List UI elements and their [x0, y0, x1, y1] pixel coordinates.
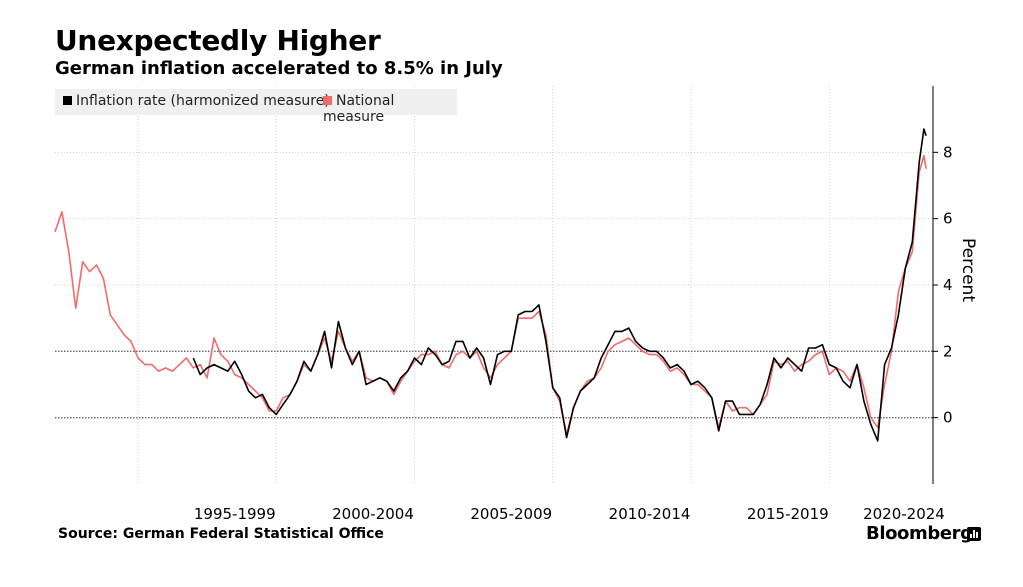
source-note: Source: German Federal Statistical Offic…	[58, 526, 384, 542]
bloomberg-bars-icon	[967, 527, 981, 541]
y-tick-label: 0	[943, 409, 953, 427]
series-line-harmonized	[192, 128, 927, 442]
x-tick-label: 2020-2024	[863, 505, 945, 523]
legend-label-national: National measure	[323, 93, 395, 125]
x-tick-label: 2015-2019	[747, 505, 829, 523]
legend-swatch-harmonized	[63, 96, 72, 105]
reference-lines	[55, 350, 933, 419]
chart-subtitle: German inflation accelerated to 8.5% in …	[55, 58, 503, 79]
y-tick-label: 8	[943, 143, 953, 161]
chart-legend: Inflation rate (harmonized measure) Nati…	[55, 89, 457, 125]
x-tick-label: 2005-2009	[470, 505, 552, 523]
legend-label-harmonized: Inflation rate (harmonized measure)	[76, 93, 330, 109]
y-axis: 0 2 4 6 8	[932, 86, 953, 484]
gridlines	[55, 86, 933, 484]
y-tick-label: 4	[943, 276, 953, 294]
y-tick-label: 2	[943, 342, 953, 360]
series-line-national	[54, 154, 927, 436]
x-tick-label: 1995-1999	[194, 505, 276, 523]
x-axis-labels: 1995-1999 2000-2004 2005-2009 2010-2014 2015…	[194, 505, 945, 523]
x-tick-label: 2000-2004	[332, 505, 414, 523]
y-tick-label: 6	[943, 210, 953, 228]
legend-item-national: National measure	[323, 93, 457, 125]
legend-swatch-national	[323, 96, 332, 105]
chart-title: Unexpectedly Higher	[55, 24, 381, 57]
legend-item-harmonized: Inflation rate (harmonized measure)	[63, 93, 330, 109]
bloomberg-logo: Bloomberg	[866, 523, 973, 544]
series-layer	[54, 128, 927, 442]
y-axis-title: Percent	[958, 238, 978, 302]
x-tick-label: 2010-2014	[609, 505, 691, 523]
